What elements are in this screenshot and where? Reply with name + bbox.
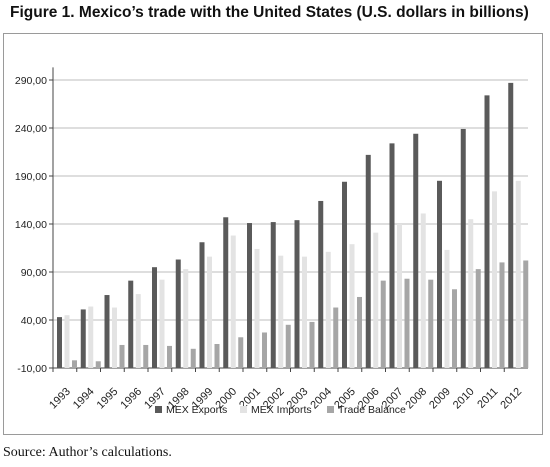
bar-trade-balance [238, 337, 244, 368]
x-tick-label: 2010 [451, 386, 477, 412]
bar-mex-exports [484, 95, 490, 369]
x-tick-label: 2012 [498, 386, 524, 412]
y-tick-label: 290,00 [15, 75, 47, 87]
bar-mex-imports [183, 269, 189, 368]
bar-trade-balance [190, 348, 196, 368]
bar-mex-exports [413, 133, 419, 368]
bar-mex-imports [420, 213, 426, 368]
y-tick-label: 90,00 [21, 267, 47, 279]
bar-mex-imports [88, 306, 94, 368]
bar-mex-imports [254, 248, 260, 368]
bar-mex-exports [460, 128, 466, 368]
legend-label: Trade Balance [338, 404, 406, 416]
bar-mex-exports [80, 309, 86, 368]
bar-mex-imports [468, 219, 474, 368]
x-tick-label: 1993 [47, 386, 73, 412]
bar-mex-imports [64, 315, 70, 368]
bar-mex-exports [508, 82, 514, 368]
bar-mex-exports [437, 180, 442, 368]
y-tick-label: 140,00 [15, 219, 47, 231]
bars [57, 82, 529, 369]
bar-trade-balance [475, 269, 481, 368]
bar-mex-exports [175, 259, 181, 368]
bar-trade-balance [380, 280, 386, 368]
bar-mex-imports [373, 232, 379, 368]
bar-trade-balance [143, 344, 149, 368]
bar-mex-exports [152, 267, 157, 368]
bar-mex-exports [128, 280, 134, 368]
bar-trade-balance [499, 262, 505, 368]
bar-mex-exports [389, 143, 395, 368]
bar-trade-balance [285, 324, 291, 368]
x-tick-label: 1995 [95, 386, 121, 412]
x-tick-label: 2009 [427, 386, 453, 412]
bar-trade-balance [214, 344, 220, 368]
bar-mex-imports [135, 294, 141, 368]
bar-mex-imports [207, 256, 212, 368]
x-tick-label: 1994 [71, 386, 97, 412]
legend-swatch [155, 406, 162, 413]
bar-trade-balance [262, 332, 267, 368]
bar-mex-imports [349, 244, 355, 368]
bar-mex-imports [159, 279, 165, 368]
y-tick-label: -10,00 [17, 363, 47, 375]
bar-mex-imports [112, 307, 117, 368]
bar-mex-exports [365, 154, 371, 368]
bar-mex-imports [302, 256, 307, 368]
bar-trade-balance [333, 307, 339, 368]
bar-trade-balance [72, 360, 77, 368]
bar-trade-balance [452, 289, 457, 368]
bar-mex-exports [199, 242, 205, 368]
x-tick-label: 1996 [118, 386, 144, 412]
bar-trade-balance [523, 260, 529, 368]
bar-trade-balance [167, 345, 172, 368]
bar-mex-exports [342, 181, 347, 368]
legend-label: MEX Exports [166, 404, 227, 416]
bar-mex-imports [515, 180, 521, 368]
bar-mex-exports [57, 317, 62, 368]
y-tick-label: 240,00 [15, 123, 47, 135]
y-tick-label: 190,00 [15, 171, 47, 183]
chart-title: Figure 1. Mexico’s trade with the United… [10, 4, 529, 21]
bar-mex-imports [278, 255, 284, 368]
bar-trade-balance [357, 296, 362, 368]
x-tick-label: 2011 [475, 386, 500, 411]
bar-mex-imports [325, 251, 331, 368]
legend: MEX Exports MEX Imports Trade Balance [155, 404, 406, 416]
bar-mex-imports [397, 224, 402, 368]
bar-mex-exports [294, 220, 300, 368]
legend-label: MEX Imports [251, 404, 312, 416]
bar-trade-balance [428, 279, 434, 368]
bar-mex-exports [318, 200, 324, 368]
bar-mex-exports [270, 222, 276, 368]
bar-mex-imports [444, 249, 450, 368]
bar-trade-balance [119, 344, 125, 368]
bar-trade-balance [404, 278, 410, 368]
bar-mex-exports [247, 223, 252, 368]
bar-trade-balance [95, 361, 101, 368]
y-tick-label: 40,00 [21, 315, 47, 327]
bar-mex-exports [104, 295, 110, 368]
bar-trade-balance [309, 321, 315, 368]
bar-mex-imports [492, 191, 497, 368]
bar-mex-exports [223, 217, 229, 368]
bar-mex-imports [230, 235, 236, 368]
legend-swatch [327, 406, 334, 413]
y-axis-ticks: -10,00 40,00 90,00 140,00 190,00 240,00 290,00 [15, 75, 47, 375]
x-tick-label: 2008 [403, 386, 429, 412]
source-note: Source: Author’s calculations. [3, 445, 172, 460]
legend-swatch [240, 406, 247, 413]
